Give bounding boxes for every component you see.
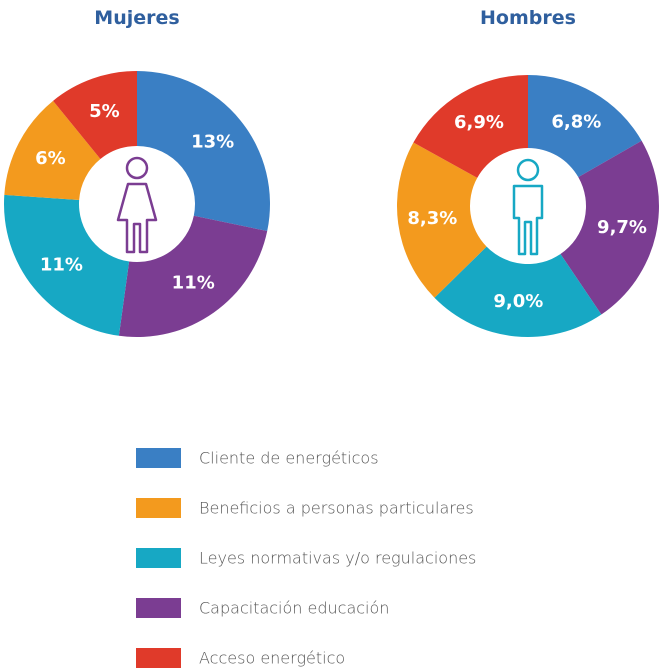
legend-label: Leyes normativas y/o regulaciones [199,549,476,568]
slice [560,140,659,315]
value-label: 6,9% [454,112,504,133]
slice [434,246,602,337]
value-label: 6% [35,148,66,169]
female-icon [116,156,158,254]
donut: Mujeres 13% 11% 11% 6% 5% [3,7,270,337]
legend-label: Beneficios a personas particulares [199,499,474,518]
slice [413,75,528,178]
legend-swatch [136,448,181,468]
value-label: 6,8% [551,111,601,132]
value-label: 9,0% [493,291,543,312]
value-label: 11% [172,273,215,294]
slice [118,215,268,337]
slice [4,100,101,201]
legend-label: Cliente de energéticos [199,449,379,468]
legend: Cliente de energéticos Beneficios a perso… [136,448,476,668]
legend-label: Acceso energético [199,649,345,668]
legend-swatch [136,648,181,668]
chart-title: Hombres [480,7,576,29]
chart-title: Mujeres [94,7,179,29]
legend-swatch [136,598,181,618]
value-label: 5% [89,101,120,122]
slice [137,71,270,232]
value-label: 13% [191,131,234,152]
slice [53,71,137,160]
legend-swatch [136,548,181,568]
legend-label: Capacitación educación [199,599,389,618]
slice [397,142,487,298]
value-label: 11% [40,255,83,276]
value-label: 8,3% [407,208,457,229]
donut: Hombres 6,8% 9,7% 9,0% 8,3% 6,9% [397,7,659,337]
slice [3,194,130,336]
value-label: 9,7% [597,217,647,238]
legend-swatch [136,498,181,518]
male-icon [512,158,544,256]
slice [528,75,642,178]
